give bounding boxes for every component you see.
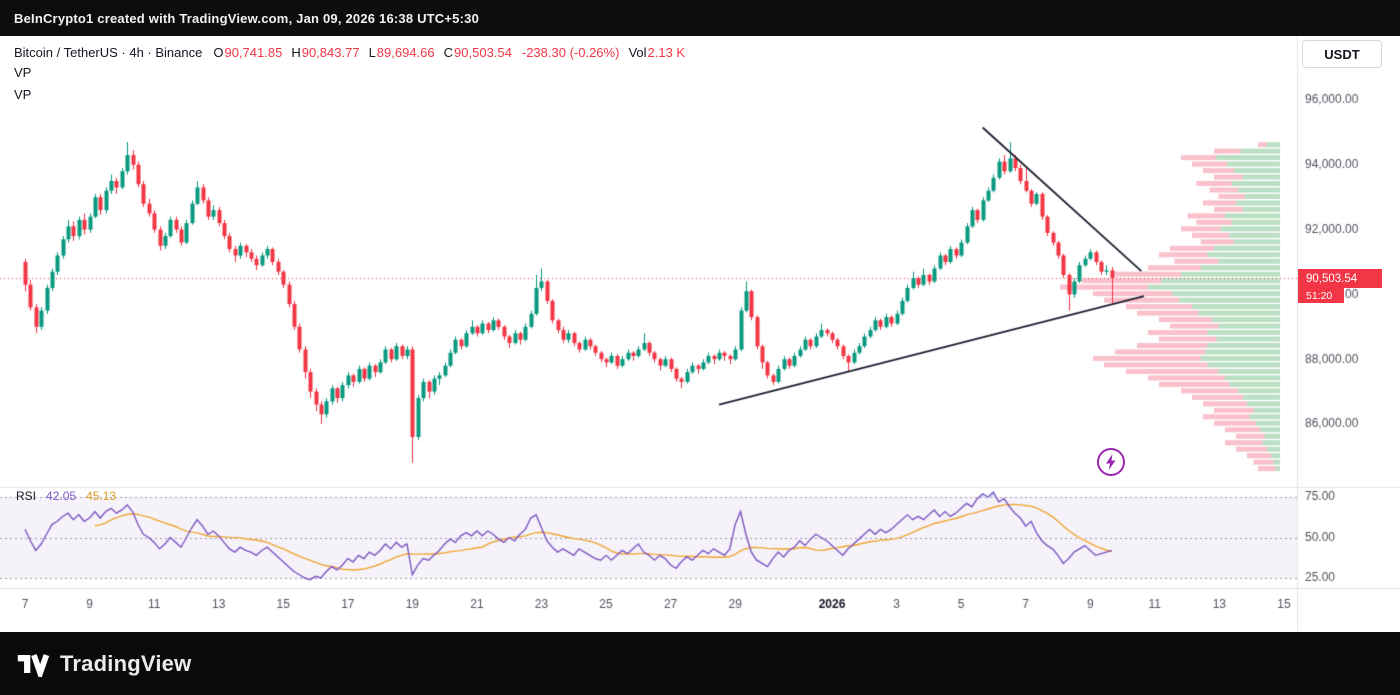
volume-label: Vol (628, 45, 647, 60)
close-label: C (443, 45, 454, 60)
indicator-vp-2-label: VP (14, 87, 32, 102)
open-value: 90,741.85 (224, 45, 283, 60)
high-value: 90,843.77 (301, 45, 360, 60)
tradingview-logo-text: TradingView (60, 650, 192, 676)
close-field: C 90,503.54 (444, 45, 512, 60)
symbol-title[interactable]: Bitcoin / TetherUS · 4h · Binance (14, 45, 203, 60)
change-value: -238.30 (-0.26%) (521, 45, 620, 60)
tradingview-logo-icon (17, 653, 50, 677)
symbol-legend: Bitcoin / TetherUS · 4h · Binance O 90,74… (14, 45, 685, 60)
open-field: O 90,741.85 (213, 45, 282, 60)
volume-field: Vol 2.13 K (628, 45, 685, 60)
lightning-drawing[interactable] (1096, 447, 1126, 477)
time-axis[interactable] (0, 588, 1297, 632)
low-value: 89,694.66 (376, 45, 435, 60)
last-price-tag: 90,503.54 (1298, 269, 1382, 288)
lightning-icon (1097, 448, 1125, 476)
candle-countdown-tag: 51:20 (1298, 288, 1344, 303)
attribution-text: BeInCrypto1 created with TradingView.com… (14, 10, 480, 26)
high-label: H (291, 45, 301, 60)
footer-bar: TradingView (0, 632, 1400, 695)
low-field: L 89,694.66 (369, 45, 435, 60)
rsi-legend[interactable]: RSI 42.05 45.13 (16, 489, 116, 503)
rsi-label: RSI (16, 489, 37, 503)
open-label: O (213, 45, 224, 60)
indicator-vp-1-label: VP (14, 65, 32, 80)
indicator-vp-2[interactable]: VP (14, 87, 31, 102)
indicator-vp-1[interactable]: VP (14, 65, 31, 80)
low-label: L (368, 45, 376, 60)
currency-unit-button[interactable]: USDT (1302, 40, 1382, 68)
rsi-value: 42.05 (46, 489, 77, 503)
price-axis[interactable] (1297, 36, 1400, 588)
volume-value: 2.13 K (647, 45, 686, 60)
close-value: 90,503.54 (454, 45, 512, 60)
attribution-bar: BeInCrypto1 created with TradingView.com… (0, 0, 1400, 36)
high-field: H 90,843.77 (291, 45, 359, 60)
rsi-ma-value: 45.13 (86, 489, 117, 503)
tradingview-logo[interactable]: TradingView (16, 651, 191, 677)
